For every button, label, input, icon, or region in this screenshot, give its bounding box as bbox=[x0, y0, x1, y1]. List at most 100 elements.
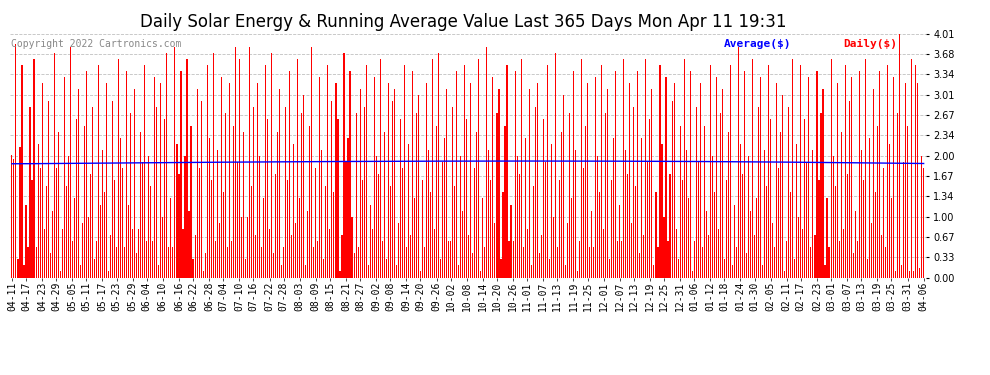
Bar bbox=[414, 198, 415, 278]
Bar bbox=[657, 247, 658, 278]
Bar bbox=[59, 272, 60, 278]
Bar bbox=[860, 150, 862, 278]
Bar bbox=[613, 138, 614, 278]
Bar bbox=[796, 144, 797, 278]
Bar bbox=[205, 253, 206, 278]
Bar bbox=[858, 71, 859, 278]
Bar bbox=[229, 83, 230, 278]
Bar bbox=[647, 162, 648, 278]
Bar bbox=[148, 156, 149, 278]
Bar bbox=[369, 204, 370, 278]
Bar bbox=[170, 198, 171, 278]
Bar bbox=[790, 192, 791, 278]
Bar bbox=[197, 89, 198, 278]
Bar bbox=[560, 132, 562, 278]
Bar bbox=[829, 247, 830, 278]
Bar bbox=[778, 168, 779, 278]
Bar bbox=[597, 156, 598, 278]
Bar bbox=[552, 217, 553, 278]
Bar bbox=[704, 126, 705, 278]
Bar bbox=[702, 247, 703, 278]
Bar bbox=[166, 53, 167, 278]
Bar bbox=[527, 229, 528, 278]
Bar bbox=[877, 126, 878, 278]
Bar bbox=[476, 132, 477, 278]
Bar bbox=[470, 83, 471, 278]
Bar bbox=[416, 113, 417, 278]
Bar bbox=[162, 217, 163, 278]
Bar bbox=[160, 83, 161, 278]
Bar bbox=[523, 247, 524, 278]
Bar bbox=[837, 83, 838, 278]
Bar bbox=[911, 58, 912, 278]
Text: Average($): Average($) bbox=[725, 39, 792, 49]
Bar bbox=[256, 83, 258, 278]
Bar bbox=[811, 247, 812, 278]
Bar bbox=[802, 229, 804, 278]
Bar bbox=[88, 217, 89, 278]
Bar bbox=[659, 65, 660, 278]
Bar bbox=[53, 53, 54, 278]
Bar bbox=[207, 65, 208, 278]
Bar bbox=[683, 58, 685, 278]
Bar bbox=[825, 266, 826, 278]
Bar bbox=[317, 241, 319, 278]
Bar bbox=[768, 65, 769, 278]
Bar bbox=[595, 77, 596, 278]
Bar bbox=[174, 46, 175, 278]
Bar bbox=[486, 46, 487, 278]
Bar bbox=[184, 156, 185, 278]
Bar bbox=[864, 58, 866, 278]
Bar bbox=[245, 259, 246, 278]
Bar bbox=[782, 95, 783, 278]
Bar bbox=[192, 259, 194, 278]
Bar bbox=[324, 259, 325, 278]
Bar bbox=[544, 162, 545, 278]
Bar bbox=[651, 89, 652, 278]
Bar bbox=[827, 198, 828, 278]
Bar bbox=[615, 71, 616, 278]
Bar bbox=[484, 247, 485, 278]
Bar bbox=[750, 211, 751, 278]
Bar bbox=[835, 186, 836, 278]
Bar bbox=[454, 186, 455, 278]
Bar bbox=[460, 156, 461, 278]
Bar bbox=[794, 259, 795, 278]
Bar bbox=[98, 65, 99, 278]
Bar bbox=[122, 168, 123, 278]
Bar bbox=[445, 138, 446, 278]
Bar bbox=[581, 58, 582, 278]
Bar bbox=[821, 113, 822, 278]
Bar bbox=[57, 132, 58, 278]
Bar bbox=[593, 247, 594, 278]
Bar bbox=[295, 223, 296, 278]
Bar bbox=[14, 159, 15, 278]
Bar bbox=[112, 101, 113, 278]
Bar bbox=[511, 204, 512, 278]
Bar bbox=[137, 253, 138, 278]
Bar bbox=[464, 65, 465, 278]
Bar bbox=[96, 241, 97, 278]
Bar bbox=[217, 150, 218, 278]
Bar bbox=[889, 144, 890, 278]
Bar bbox=[303, 95, 304, 278]
Bar bbox=[440, 259, 442, 278]
Bar bbox=[233, 126, 234, 278]
Bar bbox=[326, 186, 327, 278]
Bar bbox=[923, 168, 925, 278]
Bar bbox=[275, 174, 276, 278]
Bar bbox=[283, 247, 284, 278]
Bar bbox=[424, 247, 425, 278]
Bar bbox=[269, 229, 270, 278]
Bar bbox=[498, 89, 500, 278]
Bar bbox=[507, 65, 508, 278]
Bar bbox=[468, 235, 469, 278]
Bar bbox=[150, 186, 151, 278]
Bar bbox=[51, 211, 52, 278]
Bar bbox=[760, 77, 761, 278]
Bar bbox=[344, 53, 345, 278]
Bar bbox=[601, 65, 602, 278]
Bar bbox=[533, 186, 534, 278]
Bar bbox=[108, 272, 109, 278]
Bar bbox=[259, 156, 260, 278]
